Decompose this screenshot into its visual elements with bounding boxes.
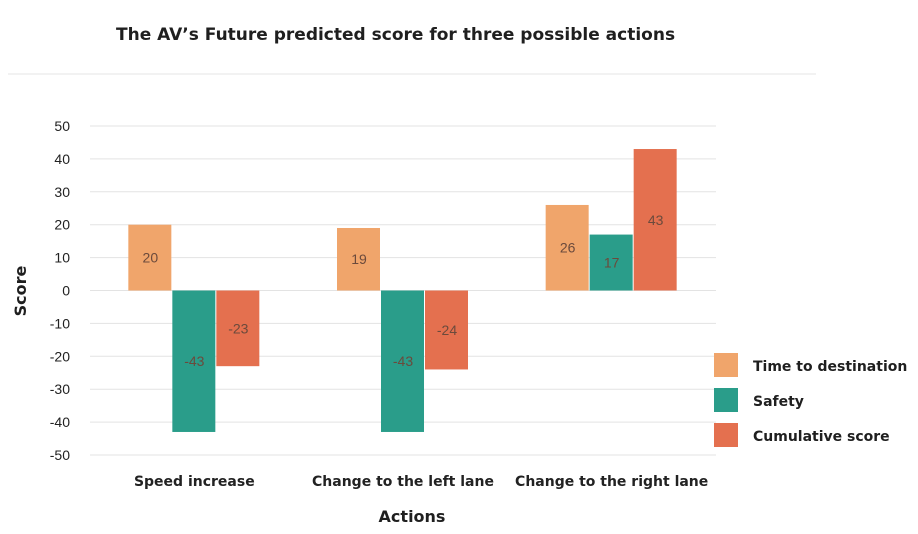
legend-swatch-time-to-destination	[714, 353, 738, 377]
legend-label: Time to destination	[753, 359, 907, 375]
chart-title: The AV’s Future predicted score for thre…	[116, 25, 675, 45]
y-tick-label: 20	[54, 217, 70, 233]
y-tick-label: -20	[50, 348, 70, 364]
data-label: -24	[437, 322, 457, 338]
bar-safety	[381, 290, 424, 432]
data-label: 20	[143, 250, 159, 266]
data-label: 17	[604, 255, 620, 271]
y-tick-label: 10	[54, 250, 70, 266]
y-tick-label: -30	[50, 381, 70, 397]
x-category-label: Speed increase	[134, 474, 255, 490]
bar-safety	[589, 234, 633, 291]
legend-label: Safety	[753, 394, 804, 410]
bar-time-to-destination	[337, 227, 380, 291]
data-label: 19	[351, 251, 367, 267]
y-tick-label: -40	[50, 414, 70, 430]
y-tick-label: -10	[50, 315, 70, 331]
data-labels: 20 -43 -23 19 -43 -24 26 17 43	[143, 212, 664, 369]
data-label: 26	[560, 240, 576, 256]
data-label: 43	[648, 212, 664, 228]
data-label: -43	[184, 353, 204, 369]
y-axis-ticks: 50 40 30 20 10 0 -10 -20 -30 -40 -50	[50, 118, 70, 463]
y-tick-label: -50	[50, 447, 70, 463]
x-axis-categories: Speed increase Change to the left lane Cha…	[134, 474, 708, 490]
bars	[128, 149, 677, 432]
x-category-label: Change to the left lane	[312, 474, 494, 490]
legend: Time to destination Safety Cumulative scor…	[714, 353, 907, 447]
bar-time-to-destination	[545, 204, 589, 291]
legend-label: Cumulative score	[753, 429, 890, 445]
y-tick-label: 30	[54, 184, 70, 200]
data-label: -43	[393, 353, 413, 369]
bar-cumulative-score	[633, 149, 677, 291]
bar-time-to-destination	[128, 224, 172, 291]
x-axis-title: Actions	[379, 507, 446, 526]
data-label: -23	[228, 320, 248, 336]
legend-swatch-safety	[714, 388, 738, 412]
y-axis-title: Score	[11, 265, 30, 316]
y-tick-label: 40	[54, 151, 70, 167]
y-tick-label: 50	[54, 118, 70, 134]
bar-cumulative-score	[425, 290, 468, 370]
legend-swatch-cumulative-score	[714, 423, 738, 447]
bar-cumulative-score	[216, 290, 260, 367]
y-tick-label: 0	[62, 283, 70, 299]
bar-safety	[172, 290, 216, 432]
x-category-label: Change to the right lane	[515, 474, 708, 490]
